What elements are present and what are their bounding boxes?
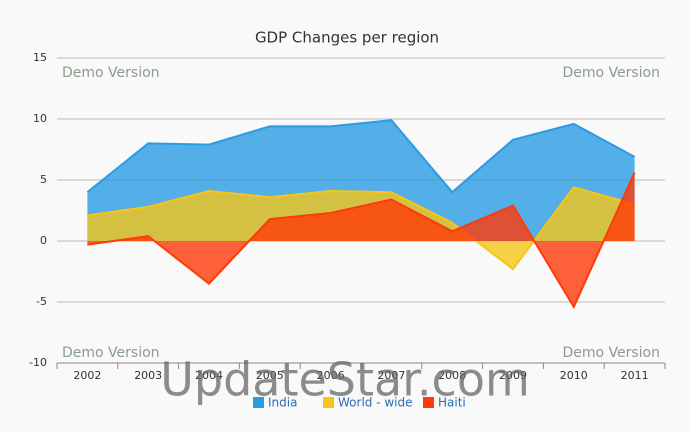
legend-swatch bbox=[253, 397, 264, 408]
x-tick-label: 2010 bbox=[560, 369, 588, 382]
area bbox=[87, 172, 635, 307]
y-tick-label: 5 bbox=[40, 173, 47, 186]
demo-annotation: Demo Version bbox=[562, 65, 660, 81]
chart-title: GDP Changes per region bbox=[255, 29, 439, 47]
watermark: UpdateStar.com bbox=[160, 353, 530, 407]
legend-label: Haiti bbox=[438, 396, 466, 410]
legend-label: India bbox=[268, 396, 297, 410]
x-tick-label: 2007 bbox=[377, 369, 405, 382]
legend-label: World - wide bbox=[338, 396, 413, 410]
x-tick-label: 2005 bbox=[256, 369, 284, 382]
y-tick-label: 0 bbox=[40, 234, 47, 247]
demo-annotation: Demo Version bbox=[562, 345, 660, 361]
y-tick-label: 10 bbox=[33, 112, 47, 125]
y-tick-label: -10 bbox=[29, 356, 47, 369]
x-tick-label: 2008 bbox=[438, 369, 466, 382]
legend-swatch bbox=[423, 397, 434, 408]
x-tick-label: 2009 bbox=[499, 369, 527, 382]
demo-annotation: Demo Version bbox=[62, 345, 160, 361]
line bbox=[87, 186, 635, 271]
x-tick-label: 2004 bbox=[195, 369, 223, 382]
legend-swatch bbox=[323, 397, 334, 408]
x-tick-label: 2011 bbox=[621, 369, 649, 382]
demo-annotation: Demo Version bbox=[62, 65, 160, 81]
y-tick-label: 15 bbox=[33, 51, 47, 64]
y-tick-label: -5 bbox=[36, 295, 47, 308]
line bbox=[86, 119, 636, 194]
x-tick-label: 2003 bbox=[134, 369, 162, 382]
x-tick-label: 2006 bbox=[317, 369, 345, 382]
x-tick-label: 2002 bbox=[73, 369, 101, 382]
line bbox=[87, 172, 636, 310]
